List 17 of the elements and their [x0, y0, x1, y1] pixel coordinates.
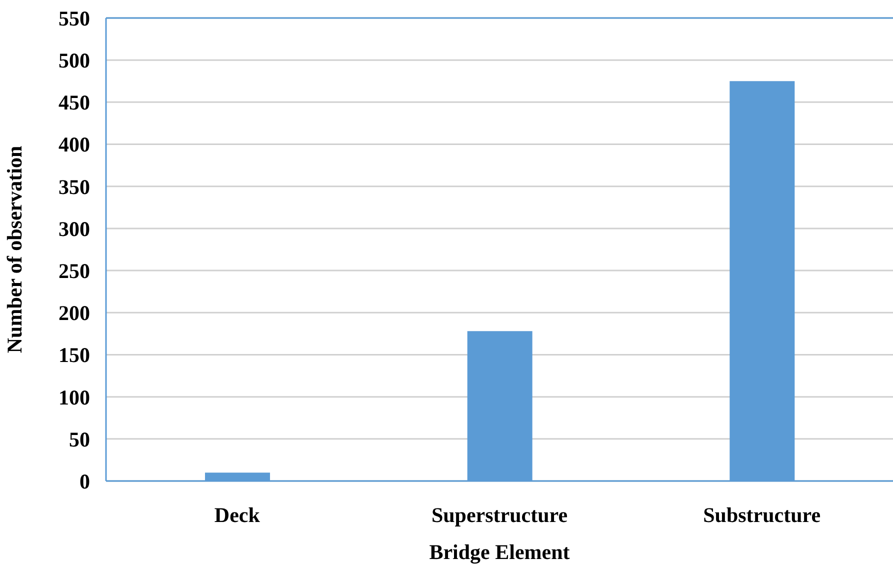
x-tick-label: Deck [214, 502, 260, 527]
y-tick-label: 150 [58, 343, 90, 368]
y-tick-label: 300 [58, 216, 90, 241]
y-axis-title: Number of observation [2, 146, 26, 354]
x-tick-label: Substructure [703, 502, 821, 527]
x-axis-title: Bridge Element [429, 540, 570, 564]
y-tick-label: 400 [58, 132, 90, 157]
y-tick-label: 50 [69, 427, 90, 452]
y-tick-label: 250 [58, 259, 90, 283]
y-tick-label: 350 [58, 174, 90, 199]
y-tick-label: 450 [58, 90, 90, 115]
y-tick-label: 500 [58, 48, 90, 73]
y-tick-label: 0 [80, 469, 90, 494]
y-tick-label: 550 [58, 6, 90, 30]
y-tick-label: 100 [58, 385, 90, 410]
y-tick-label: 200 [58, 301, 90, 326]
x-tick-label: Superstructure [431, 502, 568, 527]
